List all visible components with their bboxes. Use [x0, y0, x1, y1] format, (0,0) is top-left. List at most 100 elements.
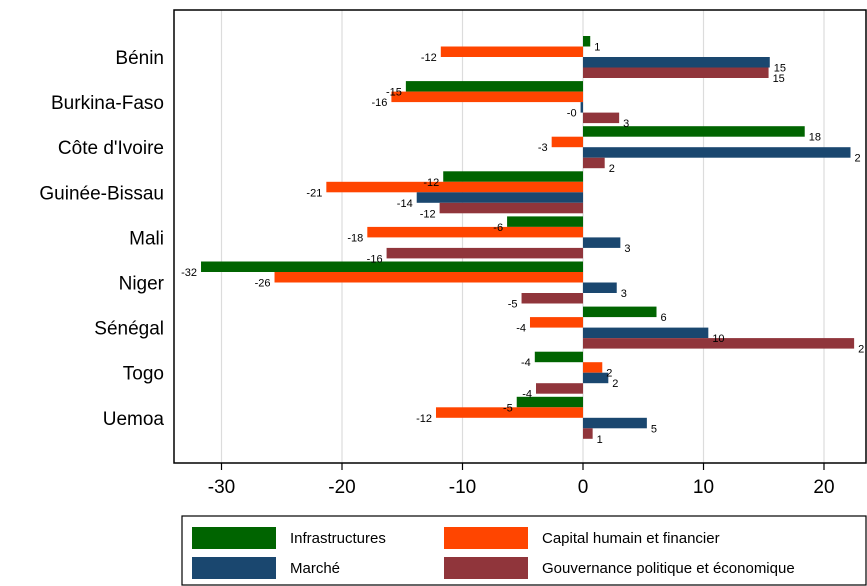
bar-marche-mali [583, 237, 621, 248]
x-tick-label: -10 [449, 477, 476, 498]
data-label-marche-togo: 2 [612, 378, 618, 390]
data-label-capital-humain-et-financier-uemoa: -12 [416, 413, 432, 425]
bar-infrastructures-benin [583, 36, 591, 47]
bar-marche-burkina-faso [580, 102, 583, 113]
data-label-gouvernance-politique-et-economique-uemoa: 1 [597, 434, 603, 446]
bar-infrastructures-burkina-faso [405, 81, 583, 92]
x-tick-label: 20 [813, 477, 834, 498]
bar-capital-humain-et-financier-benin [440, 46, 583, 57]
bar-capital-humain-et-financier-senegal [529, 317, 583, 328]
bar-marche-togo [583, 372, 609, 384]
data-label-marche-uemoa: 5 [651, 423, 657, 435]
bar-gouvernance-politique-et-economique-cote-d-ivoire [583, 157, 605, 169]
bar-gouvernance-politique-et-economique-mali [386, 247, 583, 259]
data-label-gouvernance-politique-et-economique-guinee-bissau: -12 [420, 208, 436, 220]
legend-swatch-capital-humain-et-financier [444, 527, 528, 549]
bars [201, 36, 855, 439]
bar-infrastructures-togo [534, 351, 583, 363]
category-label-burkina-faso: Burkina-Faso [51, 93, 164, 114]
x-tick-label: -20 [328, 477, 355, 498]
x-tick-label: -30 [208, 477, 235, 498]
data-label-infrastructures-burkina-faso: -15 [386, 87, 402, 99]
data-label-marche-cote-d-ivoire: 2 [855, 153, 861, 165]
data-label-infrastructures-guinee-bissau: -12 [423, 177, 439, 189]
bar-capital-humain-et-financier-uemoa [435, 407, 583, 418]
bar-marche-cote-d-ivoire [583, 147, 851, 158]
data-label-infrastructures-benin: 1 [594, 42, 600, 54]
legend: Infrastructures Capital humain et financi… [181, 515, 867, 586]
category-label-benin: Bénin [115, 48, 164, 69]
data-label-infrastructures-uemoa: -5 [503, 402, 513, 414]
data-label-marche-benin: 15 [774, 63, 786, 75]
bar-gouvernance-politique-et-economique-senegal [583, 338, 855, 349]
category-label-guinee-bissau: Guinée-Bissau [39, 183, 164, 204]
data-label-infrastructures-togo: -4 [521, 357, 531, 369]
data-label-capital-humain-et-financier-togo: 2 [606, 368, 612, 380]
category-labels: Bénin Burkina-Faso Côte d'Ivoire Guinée-Bis… [39, 48, 164, 430]
category-label-togo: Togo [123, 364, 164, 385]
data-label-infrastructures-senegal: 6 [661, 312, 667, 324]
category-label-niger: Niger [119, 274, 165, 295]
bar-marche-benin [583, 57, 770, 68]
bar-marche-senegal [583, 327, 709, 339]
data-labels: 1-121515-15-16-0318-322-12-21-14-12-6-18… [181, 42, 864, 446]
data-label-marche-guinee-bissau: -14 [397, 198, 413, 210]
bar-capital-humain-et-financier-guinee-bissau [326, 181, 583, 193]
bar-infrastructures-cote-d-ivoire [583, 126, 805, 137]
bar-capital-humain-et-financier-mali [367, 226, 583, 238]
category-label-senegal: Sénégal [94, 319, 164, 340]
bar-infrastructures-senegal [583, 306, 657, 318]
data-label-capital-humain-et-financier-niger: -26 [255, 278, 271, 290]
legend-swatch-infrastructures [192, 527, 276, 549]
bar-marche-guinee-bissau [416, 192, 583, 203]
data-label-gouvernance-politique-et-economique-mali: -16 [367, 253, 383, 265]
data-label-marche-mali: 3 [624, 243, 630, 255]
legend-label-gouvernance-politique-et-economique: Gouvernance politique et économique [542, 560, 795, 577]
data-label-capital-humain-et-financier-guinee-bissau: -21 [306, 187, 322, 199]
bar-gouvernance-politique-et-economique-burkina-faso [583, 112, 620, 124]
data-label-marche-niger: 3 [621, 288, 627, 300]
legend-label-capital-humain-et-financier: Capital humain et financier [542, 530, 720, 547]
bar-infrastructures-uemoa [516, 396, 583, 408]
bar-gouvernance-politique-et-economique-uemoa [583, 428, 593, 439]
bar-capital-humain-et-financier-niger [274, 272, 583, 283]
data-label-capital-humain-et-financier-burkina-faso: -16 [371, 97, 387, 109]
data-label-infrastructures-mali: -6 [493, 222, 503, 234]
data-label-infrastructures-niger: -32 [181, 267, 197, 279]
bar-capital-humain-et-financier-cote-d-ivoire [551, 136, 583, 148]
bar-gouvernance-politique-et-economique-benin [583, 67, 769, 78]
legend-swatch-marche [192, 557, 276, 579]
x-axis: -30 -20 -10 0 10 20 [208, 463, 835, 498]
data-label-gouvernance-politique-et-economique-togo: -4 [522, 389, 532, 401]
data-label-marche-senegal: 10 [712, 333, 724, 345]
plot-frame [173, 9, 867, 464]
data-label-gouvernance-politique-et-economique-niger: -5 [508, 299, 518, 311]
bar-marche-uemoa [583, 417, 647, 429]
data-label-gouvernance-politique-et-economique-benin: 15 [773, 73, 785, 85]
bar-infrastructures-niger [201, 261, 583, 272]
bar-infrastructures-guinee-bissau [443, 171, 583, 182]
bar-gouvernance-politique-et-economique-guinee-bissau [439, 202, 583, 214]
x-tick-label: 10 [693, 477, 714, 498]
x-tick-label: 0 [578, 477, 589, 498]
bar-gouvernance-politique-et-economique-niger [521, 293, 583, 304]
legend-label-infrastructures: Infrastructures [290, 530, 386, 547]
category-label-mali: Mali [129, 228, 164, 249]
bar-marche-niger [583, 282, 617, 293]
data-label-marche-burkina-faso: -0 [567, 108, 577, 120]
data-label-capital-humain-et-financier-mali: -18 [347, 232, 363, 244]
data-label-gouvernance-politique-et-economique-burkina-faso: 3 [623, 118, 629, 130]
category-label-uemoa: Uemoa [103, 409, 165, 430]
data-label-capital-humain-et-financier-benin: -12 [421, 52, 437, 64]
legend-swatch-gouvernance-politique-et-economique [444, 557, 528, 579]
bar-capital-humain-et-financier-burkina-faso [391, 91, 583, 103]
data-label-gouvernance-politique-et-economique-cote-d-ivoire: 2 [609, 163, 615, 175]
bar-capital-humain-et-financier-togo [583, 362, 603, 373]
data-label-gouvernance-politique-et-economique-senegal: 2 [858, 344, 864, 356]
legend-label-marche: Marché [290, 560, 340, 577]
data-label-infrastructures-cote-d-ivoire: 18 [809, 132, 821, 144]
category-label-cote-d-ivoire: Côte d'Ivoire [58, 138, 164, 159]
data-label-capital-humain-et-financier-cote-d-ivoire: -3 [538, 142, 548, 154]
bar-gouvernance-politique-et-economique-togo [536, 383, 583, 394]
